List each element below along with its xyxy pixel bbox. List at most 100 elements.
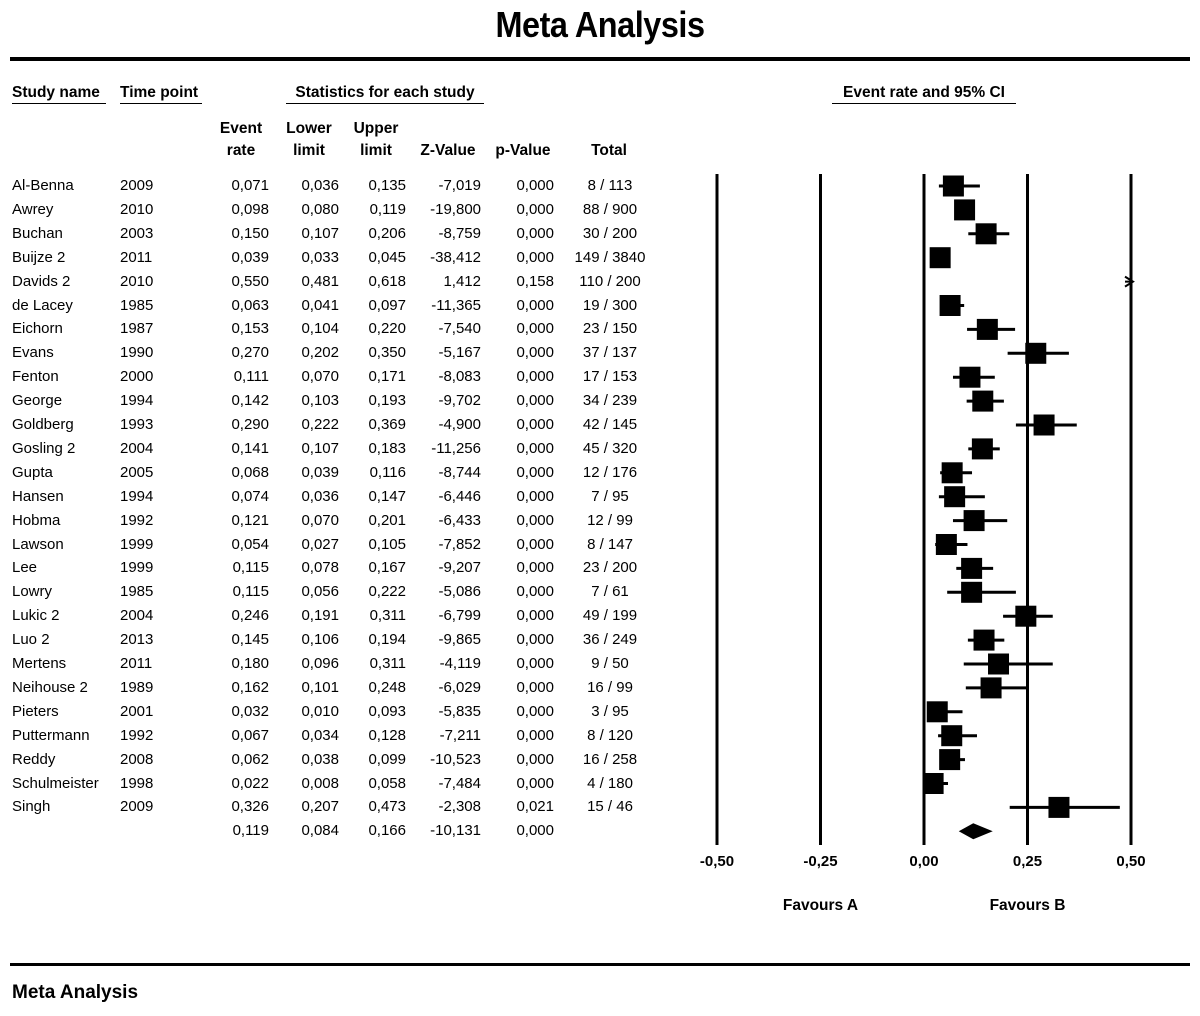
cell-time: 2005 <box>120 463 154 481</box>
cell-lower: 0,039 <box>301 463 339 481</box>
point-estimate-square <box>980 677 1002 699</box>
cell-z: -6,446 <box>438 487 481 505</box>
cell-event-rate: 0,074 <box>231 487 269 505</box>
cell-upper: 0,128 <box>368 726 406 744</box>
cell-upper: 0,194 <box>368 631 406 649</box>
cell-total: 110 / 200 <box>579 272 641 290</box>
point-estimate-square <box>963 510 985 532</box>
cell-study: Luo 2 <box>12 631 50 649</box>
cell-total: 19 / 300 <box>582 296 638 314</box>
cell-event-rate: 0,145 <box>231 631 269 649</box>
cell-study: Pieters <box>12 702 59 720</box>
cell-lower: 0,056 <box>301 583 339 601</box>
cell-time: 2004 <box>120 607 154 625</box>
cell-z: -10,523 <box>430 750 481 768</box>
cell-time: 2009 <box>120 177 154 194</box>
cell-lower: 0,106 <box>301 631 339 649</box>
colhead-p: p-Value <box>495 142 551 159</box>
cell-time: 2013 <box>120 631 154 649</box>
cell-event-rate: 0,054 <box>231 535 269 553</box>
cell-study: Lee <box>12 559 38 577</box>
cell-z: -9,207 <box>438 559 481 577</box>
cell-event-rate: 0,142 <box>231 392 269 410</box>
cell-z: -6,433 <box>438 511 481 529</box>
cell-p: 0,000 <box>516 583 554 601</box>
cell-z: -4,900 <box>438 416 481 433</box>
cell-p: 0,000 <box>516 655 554 672</box>
header-time-point: Time point <box>120 84 202 104</box>
point-estimate-square <box>942 175 964 197</box>
summary-diamond <box>958 823 993 840</box>
cell-study: Awrey <box>12 200 54 218</box>
cell-lower: 0,080 <box>301 200 339 218</box>
cell-z: -5,835 <box>438 702 481 720</box>
cell-z: -6,799 <box>438 607 481 625</box>
cell-study: de Lacey <box>12 296 73 314</box>
point-estimate-square <box>941 725 963 747</box>
cell-total: 37 / 137 <box>582 344 638 362</box>
cell-time: 2011 <box>120 248 153 266</box>
cell-total: 16 / 258 <box>582 750 638 768</box>
cell-p: 0,021 <box>516 798 554 816</box>
cell-lower: 0,070 <box>301 511 339 529</box>
cell-z: -19,800 <box>430 200 481 218</box>
cell-lower: 0,096 <box>301 655 339 672</box>
cell-total: 149 / 3840 <box>574 248 646 266</box>
cell-p: 0,000 <box>516 320 554 338</box>
cell-upper: 0,473 <box>368 798 406 816</box>
cell-p: 0,000 <box>516 463 554 481</box>
cell-p: 0,000 <box>516 774 554 792</box>
colhead-lower: Lower limit <box>279 118 339 162</box>
cell-p: 0,000 <box>516 607 554 625</box>
cell-event-rate: 0,022 <box>231 774 269 792</box>
cell-study: Singh <box>12 798 51 816</box>
colhead-lower-line2: limit <box>293 142 325 159</box>
cell-upper: 0,167 <box>368 559 406 577</box>
cell-z: -10,131 <box>430 822 481 840</box>
cell-lower: 0,027 <box>301 535 339 553</box>
point-estimate-square <box>975 223 997 245</box>
cell-study: Hansen <box>12 487 64 505</box>
footer-title: Meta Analysis <box>12 982 139 1003</box>
cell-time: 1999 <box>120 535 154 553</box>
cell-p: 0,000 <box>516 368 554 386</box>
cell-p: 0,000 <box>516 822 554 840</box>
favours-b-label: Favours B <box>990 897 1066 914</box>
cell-upper: 0,193 <box>368 392 406 410</box>
cell-time: 2011 <box>120 655 153 672</box>
point-estimate-square <box>939 749 961 771</box>
cell-total: 88 / 900 <box>582 200 638 218</box>
cell-study: Al-Benna <box>12 177 74 194</box>
point-estimate-square <box>1048 796 1070 818</box>
cell-event-rate: 0,115 <box>232 559 269 577</box>
cell-upper: 0,058 <box>368 774 406 792</box>
cell-p: 0,000 <box>516 511 554 529</box>
cell-p: 0,000 <box>516 296 554 314</box>
cell-upper: 0,311 <box>369 655 406 672</box>
cell-p: 0,000 <box>516 392 554 410</box>
cell-total: 9 / 50 <box>591 655 629 672</box>
cell-time: 1993 <box>120 416 154 433</box>
cell-z: 1,412 <box>443 272 481 290</box>
cell-z: -7,019 <box>438 177 481 194</box>
cell-upper: 0,206 <box>368 224 406 242</box>
cell-upper: 0,119 <box>369 200 406 218</box>
point-estimate-square <box>922 773 944 794</box>
colhead-event-rate: Event rate <box>211 118 271 162</box>
cell-p: 0,000 <box>516 344 554 362</box>
cell-total: 7 / 95 <box>591 487 629 505</box>
cell-lower: 0,202 <box>301 344 339 362</box>
cell-z: -11,256 <box>431 439 481 457</box>
cell-lower: 0,084 <box>301 822 339 840</box>
cell-p: 0,000 <box>516 177 554 194</box>
cell-upper: 0,248 <box>368 678 406 696</box>
cell-lower: 0,222 <box>301 416 339 433</box>
cell-total: 30 / 200 <box>582 224 638 242</box>
cell-time: 1994 <box>120 487 154 505</box>
cell-p: 0,000 <box>516 726 554 744</box>
cell-total: 4 / 180 <box>587 774 633 792</box>
cell-time: 2008 <box>120 750 154 768</box>
cell-z: -5,086 <box>438 583 481 601</box>
cell-event-rate: 0,039 <box>231 248 269 266</box>
x-tick-label: -0,50 <box>700 853 734 870</box>
